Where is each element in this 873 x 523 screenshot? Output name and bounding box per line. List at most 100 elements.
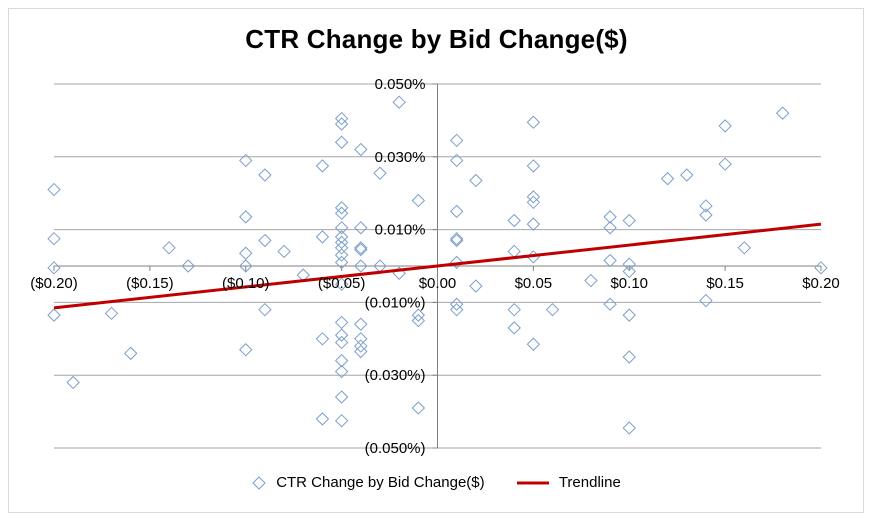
chart-title: CTR Change by Bid Change($) <box>245 24 628 54</box>
data-point <box>603 210 617 224</box>
data-point <box>66 375 80 390</box>
x-tick-label: $0.10 <box>610 275 648 292</box>
data-point <box>334 413 349 428</box>
y-tick-label: 0.050% <box>375 76 426 93</box>
data-point <box>239 246 253 260</box>
data-point <box>334 117 349 131</box>
data-point <box>354 339 368 353</box>
data-point <box>354 142 368 157</box>
data-point <box>814 261 828 275</box>
x-tick-label: ($0.15) <box>126 275 174 292</box>
data-point <box>603 221 617 235</box>
data-point <box>526 195 541 210</box>
data-point <box>449 231 464 246</box>
data-point <box>315 159 330 173</box>
data-point <box>239 343 253 357</box>
data-point <box>660 171 675 186</box>
data-point <box>699 293 713 308</box>
legend-entry-trendline: Trendline <box>516 474 621 491</box>
data-point <box>239 210 253 224</box>
x-tick-label: ($0.20) <box>30 275 78 292</box>
data-point <box>354 241 368 255</box>
data-point <box>334 241 349 255</box>
data-point <box>775 106 790 120</box>
data-point <box>315 230 330 244</box>
data-point <box>526 337 541 351</box>
data-point <box>526 217 541 231</box>
data-point <box>315 332 330 346</box>
data-point <box>603 297 617 311</box>
x-tick-label: $0.20 <box>802 275 840 292</box>
data-point <box>584 273 598 288</box>
data-point <box>354 317 368 331</box>
data-point <box>334 230 349 244</box>
data-point <box>622 264 636 279</box>
x-tick-label: $0.15 <box>706 275 744 292</box>
data-point <box>411 193 426 208</box>
data-point <box>507 302 521 317</box>
data-point <box>469 173 483 188</box>
data-point <box>354 332 368 346</box>
data-point <box>334 248 349 262</box>
data-point <box>239 153 253 168</box>
data-point <box>277 244 291 259</box>
legend-entry-scatter: CTR Change by Bid Change($) <box>252 474 485 491</box>
data-point <box>334 206 349 220</box>
data-point <box>334 277 349 291</box>
data-point <box>622 257 636 271</box>
x-tick-label: $0.00 <box>419 275 457 292</box>
data-point <box>622 213 636 228</box>
data-point <box>315 412 330 426</box>
data-point <box>718 119 732 133</box>
data-point <box>680 168 694 182</box>
data-point <box>354 259 368 273</box>
data-point <box>411 313 426 328</box>
data-point <box>699 199 713 213</box>
data-point <box>354 242 368 257</box>
data-point <box>334 335 349 350</box>
data-point <box>622 308 636 322</box>
data-point <box>411 308 426 322</box>
data-point <box>334 221 349 235</box>
data-point <box>47 182 61 197</box>
trendline-swatch-icon <box>516 481 549 484</box>
data-point <box>334 364 349 379</box>
legend-trend-label: Trendline <box>558 474 621 491</box>
data-point <box>104 306 119 321</box>
y-tick-label: (0.010%) <box>365 294 426 311</box>
data-point <box>354 221 368 235</box>
legend-scatter-label: CTR Change by Bid Change($) <box>276 474 485 491</box>
chart-frame <box>8 8 864 513</box>
x-tick-labels: ($0.20) ($0.15) ($0.10) ($0.05) $0.00 $0.05 $0… <box>30 275 840 292</box>
data-point <box>239 259 253 273</box>
data-point <box>334 390 349 404</box>
data-point <box>334 235 349 250</box>
data-point <box>622 350 636 364</box>
data-point <box>258 233 272 248</box>
data-point <box>622 421 636 435</box>
data-point <box>334 111 349 126</box>
data-point <box>526 115 541 129</box>
data-point <box>334 328 349 342</box>
data-point <box>449 153 464 168</box>
data-point <box>507 244 521 259</box>
trendline-layer <box>53 222 822 310</box>
data-point <box>449 255 464 270</box>
data-point <box>258 168 272 182</box>
data-point <box>162 241 176 255</box>
data-point <box>411 401 426 415</box>
y-tick-label: (0.050%) <box>365 440 426 457</box>
data-point <box>469 279 483 293</box>
data-point <box>373 166 387 180</box>
y-tick-label: 0.010% <box>375 222 426 239</box>
data-point <box>334 353 349 368</box>
x-tick-label: ($0.05) <box>318 275 366 292</box>
data-point <box>392 95 406 109</box>
data-point <box>449 133 464 148</box>
data-point <box>47 308 61 322</box>
data-point <box>47 261 61 275</box>
data-point <box>354 344 368 359</box>
x-tick-label: $0.05 <box>515 275 553 292</box>
diamond-marker-icon <box>252 475 266 490</box>
data-point <box>737 241 752 255</box>
